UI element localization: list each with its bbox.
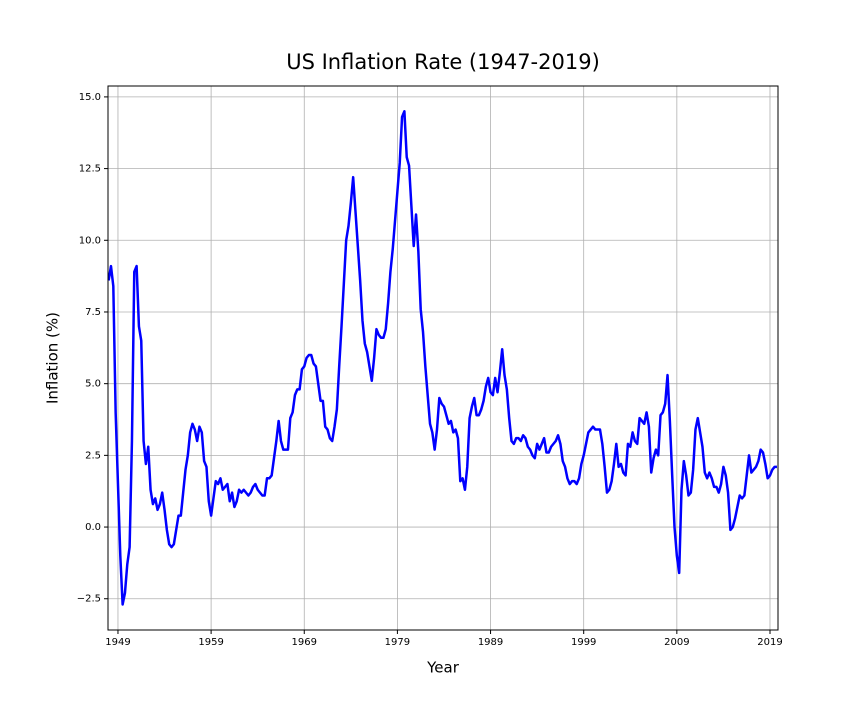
x-tick-label: 1979 [385,637,410,648]
y-tick-label: −2.5 [77,594,101,605]
y-tick-label: 2.5 [85,450,101,461]
y-tick-label: 15.0 [79,92,101,103]
x-tick-label: 1969 [292,637,317,648]
x-tick-label: 1999 [571,637,596,648]
line [108,109,777,606]
x-tick-label: 2019 [757,637,782,648]
x-tick-label: 1959 [198,637,223,648]
x-tick-label: 1949 [105,637,130,648]
x-tick-label: 1989 [478,637,503,648]
x-axis-label: Year [426,659,460,677]
y-axis-label: Inflation (%) [44,312,62,404]
x-tick-label: 2009 [664,637,689,648]
y-tick-label: 12.5 [79,164,101,175]
y-tick-label: 5.0 [85,379,101,390]
y-tick-label: 10.0 [79,235,101,246]
chart-title: US Inflation Rate (1947-2019) [286,50,600,74]
y-tick-label: 7.5 [85,307,101,318]
plot-frame [107,85,779,631]
y-tick-label: 0.0 [85,522,101,533]
